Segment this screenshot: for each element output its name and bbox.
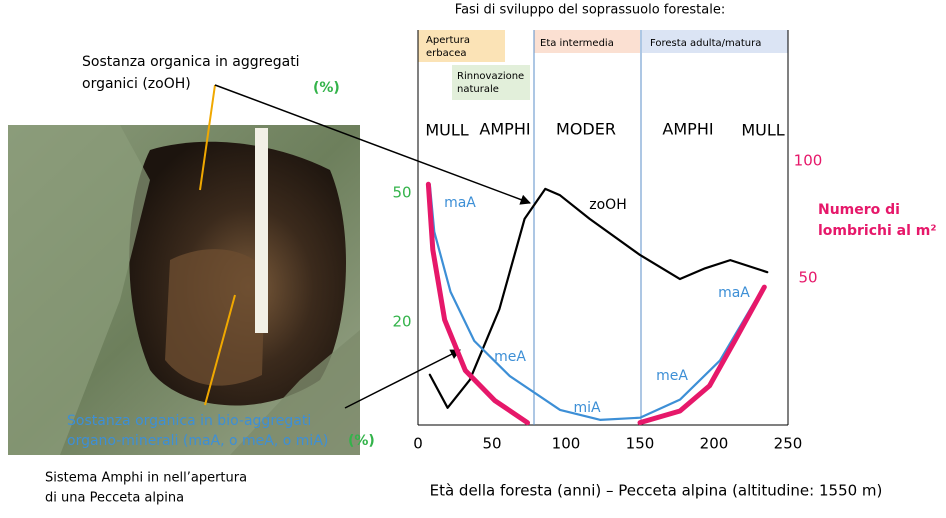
y-tick-label: 20 (392, 312, 411, 330)
caption: di una Pecceta alpina (45, 491, 184, 506)
phase-label: Foresta adulta/matura (650, 38, 761, 49)
y2-tick-label: 100 (794, 151, 823, 169)
x-tick-label: 150 (626, 435, 655, 453)
chart-title: Fasi di sviluppo del soprassuolo foresta… (455, 3, 725, 18)
series-line (428, 183, 757, 421)
y2-axis-label: lombrichi al m² (818, 223, 937, 239)
y2-tick-label: 50 (798, 268, 817, 286)
series-label: miA (573, 400, 601, 416)
humus-form: AMPHI (662, 120, 713, 139)
series-line (428, 187, 769, 409)
x-tick-label: 200 (700, 435, 729, 453)
series-label: maA (718, 285, 750, 301)
unit: (%) (313, 80, 340, 96)
unit: (%) (348, 433, 375, 449)
arrow (214, 84, 531, 205)
phase-label: Rinnovazione naturale (457, 71, 524, 95)
caption: organo-minerali (maA, o meA, o miA) (67, 433, 328, 449)
phase-box (534, 30, 640, 53)
phase-box (642, 30, 788, 53)
arrow (344, 349, 461, 409)
phase-box (418, 30, 505, 62)
x-axis-label: Età della foresta (anni) – Pecceta alpin… (430, 482, 883, 500)
phase-label: Eta intermedia (540, 38, 614, 49)
humus-form: MULL (741, 121, 784, 140)
caption: Sistema Amphi in nell’apertura (45, 471, 247, 486)
series-label: meA (656, 368, 688, 384)
x-tick-label: 0 (413, 435, 423, 453)
series-label: meA (494, 349, 526, 365)
x-tick-label: 250 (774, 435, 803, 453)
series-label: zoOH (589, 197, 626, 213)
phase-label: Apertura erbacea (426, 35, 470, 59)
x-tick-label: 100 (552, 435, 581, 453)
caption: organici (zoOH) (82, 76, 191, 92)
pointer (199, 84, 216, 191)
y-tick-label: 50 (392, 184, 411, 202)
y2-axis-label: Numero di (818, 202, 900, 218)
photo (8, 125, 360, 455)
caption: Sostanza organica in aggregati (82, 54, 300, 70)
pointer (204, 294, 236, 406)
series-label: maA (444, 195, 476, 211)
humus-form: MULL (425, 121, 468, 140)
humus-form: AMPHI (479, 120, 530, 139)
caption: Sostanza organica in bio-aggregati (67, 413, 311, 429)
phase-box (452, 65, 530, 100)
humus-form: MODER (556, 120, 616, 139)
x-tick-label: 50 (482, 435, 501, 453)
series-line (425, 181, 767, 426)
